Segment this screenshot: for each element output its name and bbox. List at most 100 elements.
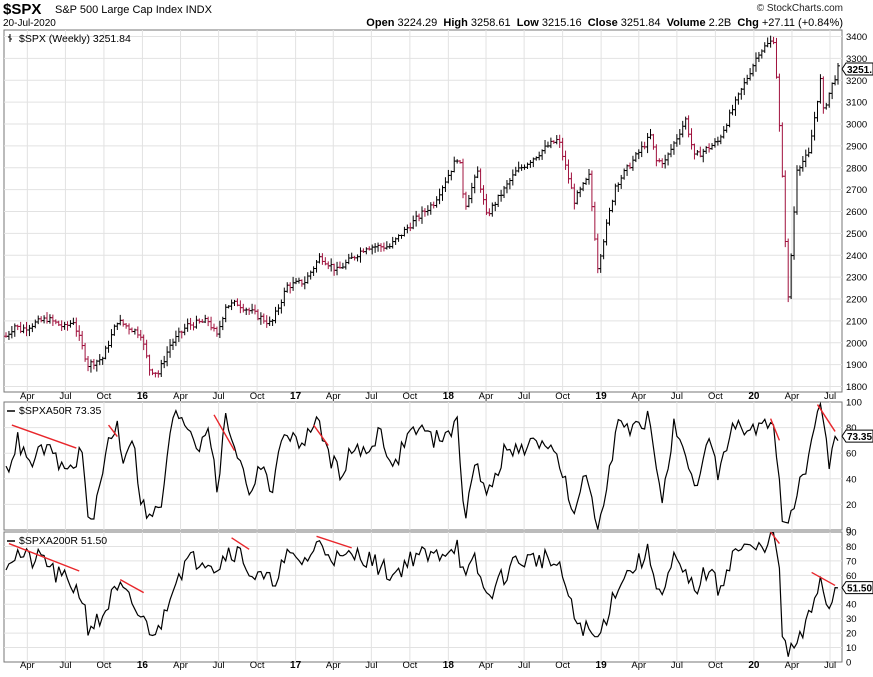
trend-line — [769, 418, 781, 441]
panel-2: 0 20 40 60 80 100 $SPXA50R 73.35 73.35 — [3, 398, 873, 537]
x-tick-label: Apr — [173, 660, 188, 671]
volume-label: Volume — [666, 17, 706, 29]
last-value-tag: 3251. — [841, 62, 873, 76]
panel-1: 1800 1900 2000 2100 2200 2300 2400 2500 2600 2700… — [3, 29, 873, 402]
x-tick-label: 16 — [137, 660, 149, 671]
y-tick-label: 2800 — [846, 163, 867, 174]
y-tick-label: 1900 — [846, 360, 867, 371]
x-tick-label: Jul — [213, 660, 225, 671]
x-tick-label: Apr — [631, 660, 646, 671]
chg-value: +27.11 (+0.84%) — [761, 17, 843, 29]
trend-line — [816, 404, 836, 432]
last-value-tag: 51.50 — [841, 581, 873, 595]
y-tick-label: 0 — [846, 526, 851, 537]
y-tick-label: 2900 — [846, 141, 867, 152]
y-tick-label: 3200 — [846, 76, 867, 87]
last-value-tag: 73.35 — [841, 429, 873, 443]
trend-line — [231, 537, 250, 550]
low-label: Low — [516, 17, 539, 29]
open-value: 3224.29 — [397, 17, 438, 29]
y-tick-label: 10 — [846, 643, 857, 654]
y-tick-label: 60 — [846, 571, 857, 582]
y-tick-label: 3300 — [846, 54, 867, 65]
x-tick-label: Apr — [20, 660, 35, 671]
y-tick-label: 40 — [846, 600, 857, 611]
x-tick-label: Jul — [671, 660, 683, 671]
indicator-line — [5, 532, 839, 657]
x-tick-label: 19 — [596, 660, 608, 671]
x-tick-label: Jul — [59, 660, 71, 671]
y-tick-label: 3400 — [846, 32, 867, 43]
x-tick-label: Oct — [402, 391, 417, 402]
x-tick-label: Jul — [59, 391, 71, 402]
x-tick-label: 16 — [137, 391, 149, 402]
y-tick-label: 2700 — [846, 185, 867, 196]
panel-legend: $SPX (Weekly) 3251.84 — [8, 33, 131, 45]
x-tick-label: Apr — [326, 391, 341, 402]
svg-text:51.50: 51.50 — [847, 584, 872, 595]
y-tick-label: 30 — [846, 614, 857, 625]
x-tick-label: Jul — [365, 660, 377, 671]
x-tick-label: Apr — [785, 660, 800, 671]
x-tick-label: Apr — [479, 391, 494, 402]
x-tick-label: 17 — [290, 660, 302, 671]
svg-text:73.35: 73.35 — [847, 432, 872, 443]
y-tick-label: 80 — [846, 423, 857, 434]
y-tick-label: 60 — [846, 449, 857, 460]
y-tick-label: 20 — [846, 500, 857, 511]
x-tick-label: 17 — [290, 391, 302, 402]
trend-line — [107, 424, 118, 437]
x-tick-label: Oct — [555, 391, 570, 402]
x-tick-label: Oct — [402, 660, 417, 671]
x-tick-label: Apr — [20, 391, 35, 402]
trend-line — [213, 414, 236, 451]
open-label: Open — [366, 17, 395, 29]
ohlc-summary: Open 3224.29 High 3258.61 Low 3215.16 Cl… — [366, 17, 843, 29]
high-label: High — [443, 17, 468, 29]
price-bar — [836, 62, 840, 85]
legend-text: $SPXA200R 51.50 — [19, 535, 107, 547]
close-label: Close — [587, 17, 618, 29]
y-tick-label: 2200 — [846, 295, 867, 306]
legend-text: $SPXA50R 73.35 — [19, 405, 101, 417]
x-tick-label: 18 — [443, 391, 455, 402]
low-value: 3215.16 — [541, 17, 582, 29]
chart-header: $SPX S&P 500 Large Cap Index INDX 20-Jul… — [0, 0, 873, 32]
y-tick-label: 100 — [846, 398, 862, 409]
panel-legend: $SPXA200R 51.50 — [7, 535, 107, 547]
x-tick-label: Apr — [631, 391, 646, 402]
x-tick-label: 19 — [596, 391, 608, 402]
y-tick-label: 2000 — [846, 338, 867, 349]
y-tick-label: 2400 — [846, 251, 867, 262]
price-bars — [4, 35, 840, 378]
y-tick-label: 3100 — [846, 98, 867, 109]
y-tick-label: 70 — [846, 556, 857, 567]
x-tick-label: Jul — [824, 391, 836, 402]
y-tick-label: 20 — [846, 629, 857, 640]
x-tick-label: Apr — [479, 660, 494, 671]
close-value: 3251.84 — [620, 17, 661, 29]
x-tick-label: Jul — [518, 660, 530, 671]
index-name: S&P 500 Large Cap Index INDX — [55, 4, 212, 16]
x-tick-label: Apr — [326, 660, 341, 671]
y-tick-label: 2500 — [846, 229, 867, 240]
y-tick-label: 90 — [846, 528, 857, 539]
symbol-title: $SPX — [3, 1, 42, 18]
y-tick-label: 3000 — [846, 120, 867, 131]
x-tick-label: Jul — [365, 391, 377, 402]
plot-frame — [3, 531, 843, 663]
y-tick-label: 40 — [846, 474, 857, 485]
trend-line — [8, 542, 80, 572]
chg-label: Chg — [737, 17, 759, 29]
x-tick-label: Jul — [824, 660, 836, 671]
y-tick-label: 80 — [846, 542, 857, 553]
panel-3: 0102030405060708090AprJulOct16AprJulOct1… — [3, 528, 873, 671]
x-tick-label: Oct — [97, 391, 112, 402]
x-tick-label: Apr — [173, 391, 188, 402]
trend-line — [313, 424, 329, 446]
x-tick-label: Jul — [671, 391, 683, 402]
x-tick-label: Oct — [708, 391, 723, 402]
y-tick-label: 2100 — [846, 316, 867, 327]
y-tick-label: 0 — [846, 658, 851, 669]
